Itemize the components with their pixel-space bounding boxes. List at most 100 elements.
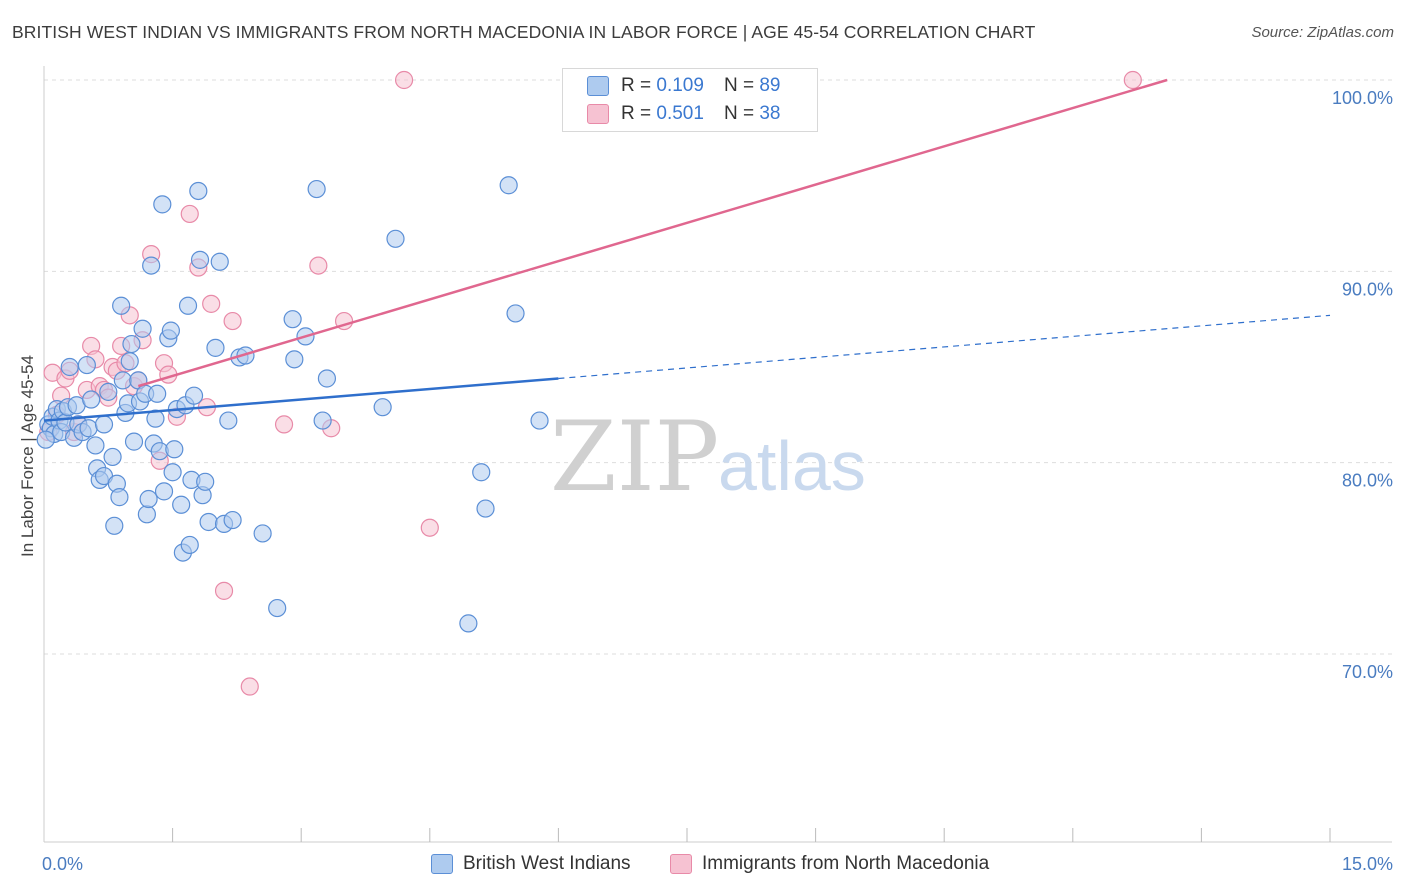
- data-point: [420, 518, 439, 537]
- data-point: [94, 415, 114, 434]
- data-point: [154, 482, 174, 501]
- data-point: [60, 357, 79, 377]
- blue-swatch: [587, 76, 609, 96]
- blue-legend-swatch: [431, 854, 453, 874]
- correlation-legend: R = 0.109 N = 89 R = 0.501 N = 38: [562, 68, 818, 132]
- data-point: [153, 195, 172, 214]
- pink-legend-swatch: [670, 854, 692, 874]
- data-point: [472, 463, 491, 482]
- data-point: [99, 382, 118, 401]
- y-tick-labels: 70.0% 80.0% 90.0% 100.0%: [1332, 88, 1393, 682]
- data-point: [163, 463, 182, 482]
- watermark: ZIP atlas: [550, 401, 866, 513]
- data-point: [386, 229, 405, 248]
- chart-title: BRITISH WEST INDIAN VS IMMIGRANTS FROM N…: [12, 22, 1036, 42]
- data-point: [120, 352, 139, 371]
- data-point: [86, 436, 105, 455]
- data-point: [112, 296, 131, 315]
- data-point: [219, 411, 238, 430]
- data-point: [309, 256, 328, 275]
- x-tick-labels: 0.0% 15.0%: [42, 854, 1393, 874]
- data-point: [199, 512, 218, 532]
- y-tick-label: 80.0%: [1342, 471, 1393, 491]
- data-point: [476, 499, 495, 518]
- bottom-legend-blue: British West Indians: [431, 852, 631, 876]
- legend-r-label: R =: [621, 103, 652, 124]
- data-point: [214, 581, 234, 600]
- data-point: [139, 489, 158, 509]
- data-point: [317, 369, 337, 388]
- data-point: [530, 411, 549, 430]
- data-point: [285, 350, 304, 369]
- data-point: [184, 386, 204, 405]
- legend-blue-n: 89: [759, 75, 781, 96]
- trend-line-blue-extension: [558, 314, 1331, 380]
- series-blue-points: [36, 176, 549, 633]
- trend-line-pink: [137, 78, 1168, 388]
- data-point: [137, 505, 156, 524]
- data-point: [274, 415, 294, 434]
- data-point: [161, 321, 180, 340]
- data-point: [79, 419, 98, 438]
- legend-n-label: N =: [723, 103, 755, 124]
- watermark-zip: ZIP: [550, 401, 719, 513]
- data-point: [190, 250, 210, 269]
- trend-line-blue: [43, 377, 559, 422]
- data-point: [178, 296, 198, 315]
- data-point: [1123, 70, 1142, 90]
- pink-swatch: [587, 104, 609, 124]
- data-point: [146, 409, 165, 428]
- data-point: [196, 472, 215, 491]
- axes: [43, 66, 1392, 843]
- x-tick-label: 15.0%: [1342, 854, 1393, 874]
- data-point: [313, 411, 332, 430]
- data-point: [172, 495, 191, 514]
- y-tick-label: 90.0%: [1342, 279, 1393, 299]
- legend-blue-r: 0.109: [656, 75, 704, 96]
- data-point: [189, 181, 208, 201]
- bottom-legend-pink-label: Immigrants from North Macedonia: [702, 853, 990, 874]
- data-point: [148, 384, 167, 403]
- data-point: [103, 447, 122, 467]
- data-point: [307, 179, 326, 199]
- data-point: [206, 338, 225, 357]
- data-point: [36, 430, 55, 449]
- data-point: [133, 319, 152, 338]
- data-point: [180, 204, 199, 224]
- legend-row-pink: R = 0.501 N = 38: [587, 100, 780, 128]
- data-point: [142, 256, 161, 275]
- legend-pink-n: 38: [759, 103, 781, 124]
- gridlines: [44, 79, 1392, 655]
- bottom-legend-blue-label: British West Indians: [463, 853, 631, 874]
- legend-row-blue: R = 0.109 N = 89: [587, 72, 780, 100]
- data-point: [202, 294, 221, 313]
- data-point: [253, 524, 272, 543]
- data-point: [180, 535, 199, 555]
- data-point: [223, 510, 242, 530]
- trend-lines: [43, 78, 1331, 422]
- data-point: [77, 355, 96, 375]
- legend-n-label: N =: [723, 75, 755, 96]
- data-point: [165, 440, 184, 459]
- data-point: [105, 516, 124, 535]
- y-tick-label: 70.0%: [1342, 662, 1393, 682]
- legend-pink-r: 0.501: [656, 103, 704, 124]
- data-point: [82, 390, 101, 409]
- data-point: [268, 598, 287, 618]
- data-point: [506, 304, 525, 323]
- data-point: [110, 488, 129, 507]
- data-point: [122, 334, 141, 354]
- data-point: [113, 371, 132, 390]
- y-tick-label: 100.0%: [1332, 88, 1393, 108]
- data-point: [210, 252, 229, 271]
- watermark-atlas: atlas: [718, 427, 866, 505]
- data-point: [373, 398, 392, 417]
- series-pink-points: [39, 70, 1142, 696]
- data-point: [459, 614, 478, 633]
- data-point: [240, 677, 259, 696]
- x-tick-label: 0.0%: [42, 854, 83, 874]
- data-point: [283, 310, 302, 329]
- data-point: [499, 176, 518, 195]
- data-point: [394, 70, 414, 90]
